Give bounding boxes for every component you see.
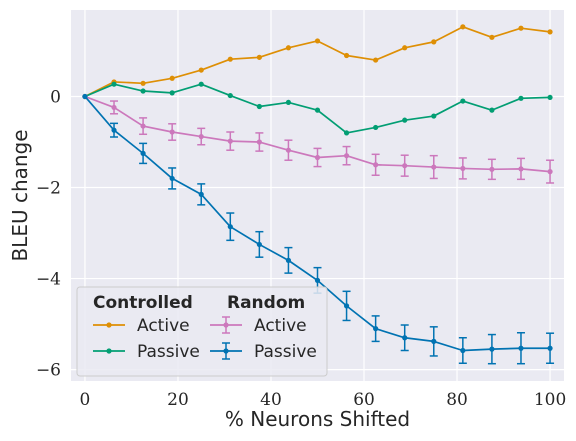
data-point xyxy=(547,169,553,175)
data-point xyxy=(169,90,175,96)
series-controlled-active xyxy=(82,24,553,100)
x-tick-label: 0 xyxy=(80,390,91,410)
data-point xyxy=(198,81,204,87)
x-tick-label: 80 xyxy=(446,390,468,410)
data-point xyxy=(460,165,466,172)
data-point xyxy=(343,153,350,159)
data-point xyxy=(547,345,553,351)
data-point xyxy=(431,338,437,344)
data-point xyxy=(547,29,553,35)
legend-entry: Passive xyxy=(210,342,317,362)
data-point xyxy=(169,75,175,81)
legend-group-title: Controlled xyxy=(93,293,193,313)
data-point xyxy=(518,25,524,31)
legend-label: Passive xyxy=(137,342,200,362)
data-point xyxy=(198,133,204,140)
data-point xyxy=(227,224,233,230)
data-point xyxy=(489,346,495,352)
x-tick-label: 20 xyxy=(167,390,189,410)
data-point xyxy=(285,257,292,263)
data-point xyxy=(431,39,437,45)
data-point xyxy=(373,124,379,131)
legend-marker xyxy=(106,348,112,354)
data-point xyxy=(140,80,146,86)
data-point xyxy=(460,24,466,30)
legend-label: Active xyxy=(254,316,307,336)
data-point xyxy=(314,154,321,161)
data-point xyxy=(402,45,408,51)
data-point xyxy=(547,94,553,101)
data-point xyxy=(518,166,524,172)
legend-entry: Passive xyxy=(93,342,200,362)
data-point xyxy=(373,326,379,332)
data-point xyxy=(343,130,350,136)
series-layer xyxy=(82,24,555,365)
data-point xyxy=(198,191,204,197)
y-tick-label: 0 xyxy=(50,87,61,107)
data-point xyxy=(373,162,379,168)
legend-group-title: Random xyxy=(227,293,305,313)
data-point xyxy=(227,92,233,99)
data-point xyxy=(460,98,466,104)
legend-box xyxy=(76,286,328,377)
data-point xyxy=(402,117,408,123)
x-tick-label: 100 xyxy=(534,390,566,410)
y-tick-label: −4 xyxy=(36,270,61,290)
tick-labels: 0 20 40 60 80 100 0 −2 −4 −6 xyxy=(36,87,566,410)
data-point xyxy=(343,303,350,309)
data-point xyxy=(314,107,321,113)
data-point xyxy=(518,95,524,101)
data-point xyxy=(343,52,350,59)
y-axis-label: BLEU change xyxy=(8,129,32,261)
data-point xyxy=(373,57,379,63)
data-point xyxy=(431,164,437,170)
data-point xyxy=(227,138,233,144)
data-point xyxy=(256,139,262,145)
data-point xyxy=(285,99,292,106)
legend: Controlled Active Passive Random Active Passi… xyxy=(76,286,328,377)
y-tick-label: −6 xyxy=(36,361,61,381)
data-point xyxy=(489,34,495,40)
data-point xyxy=(111,127,117,133)
data-point xyxy=(489,107,495,113)
data-point xyxy=(256,54,262,60)
data-point xyxy=(140,150,146,156)
data-point xyxy=(518,345,524,351)
data-point xyxy=(460,347,466,354)
data-point xyxy=(82,93,88,100)
legend-entry: Active xyxy=(210,316,307,336)
data-point xyxy=(431,113,437,119)
data-point xyxy=(227,56,233,62)
data-point xyxy=(140,123,146,129)
x-tick-label: 40 xyxy=(260,390,282,410)
legend-label: Active xyxy=(137,316,190,336)
data-point xyxy=(140,88,146,94)
data-point xyxy=(314,277,321,283)
data-point xyxy=(111,104,117,111)
y-tick-label: −2 xyxy=(36,179,61,199)
data-point xyxy=(169,175,175,182)
data-point xyxy=(256,103,262,110)
x-tick-label: 60 xyxy=(353,390,375,410)
data-point xyxy=(169,129,175,135)
data-point xyxy=(285,147,292,153)
data-point xyxy=(489,166,495,172)
data-point xyxy=(314,38,321,44)
series-random-active xyxy=(82,93,555,184)
legend-label: Passive xyxy=(254,342,317,362)
data-point xyxy=(111,81,117,87)
legend-entry: Active xyxy=(93,316,190,336)
data-point xyxy=(256,241,262,248)
data-point xyxy=(198,67,204,73)
data-point xyxy=(285,45,292,51)
data-point xyxy=(402,163,408,169)
x-axis-label: % Neurons Shifted xyxy=(225,407,410,431)
data-point xyxy=(402,335,408,341)
legend-marker xyxy=(106,322,112,328)
